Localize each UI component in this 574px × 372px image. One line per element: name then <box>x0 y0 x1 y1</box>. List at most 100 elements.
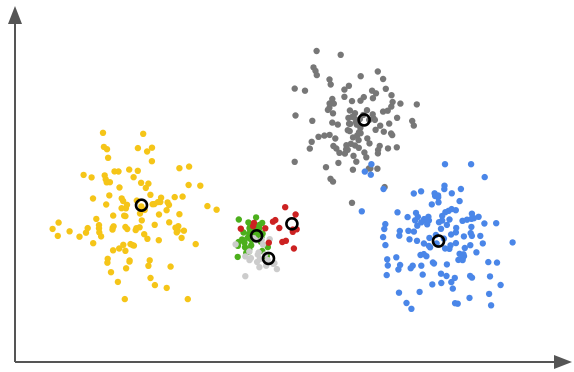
point-dark-gray <box>349 113 356 121</box>
point-dark-gray <box>379 75 387 83</box>
point-yellow <box>143 148 151 155</box>
point-dark-gray <box>364 135 371 142</box>
point-dark-gray <box>348 97 356 105</box>
point-light-gray <box>232 241 239 248</box>
point-yellow <box>100 143 108 151</box>
point-blue <box>487 302 495 309</box>
point-dark-gray <box>384 107 391 114</box>
point-yellow <box>123 201 131 208</box>
point-blue <box>467 161 475 168</box>
point-blue <box>481 173 488 181</box>
point-yellow <box>146 257 153 264</box>
x-axis-arrow-icon <box>554 355 572 369</box>
point-blue <box>438 279 445 287</box>
point-yellow <box>148 158 156 165</box>
point-yellow <box>155 211 163 218</box>
point-blue <box>426 234 433 242</box>
point-blue <box>396 227 403 235</box>
point-dark-gray <box>387 130 395 137</box>
point-blue <box>396 261 404 269</box>
point-blue <box>379 233 387 241</box>
point-blue <box>384 256 391 263</box>
point-light-gray <box>246 248 253 255</box>
point-yellow <box>101 172 108 179</box>
point-yellow <box>155 237 162 244</box>
point-blue <box>382 220 389 228</box>
point-blue <box>459 255 466 262</box>
point-blue <box>452 239 460 247</box>
point-yellow <box>103 201 110 208</box>
point-dark-gray <box>374 68 381 75</box>
point-dark-gray <box>326 131 333 139</box>
point-dark-gray <box>355 144 362 151</box>
point-blue <box>410 190 417 197</box>
point-blue <box>457 185 465 193</box>
point-dark-gray <box>306 145 313 152</box>
point-yellow <box>103 179 110 186</box>
point-yellow <box>104 154 112 161</box>
point-yellow <box>157 194 165 201</box>
point-dark-gray <box>349 134 357 141</box>
point-yellow <box>163 284 170 292</box>
point-green <box>245 219 252 226</box>
point-blue <box>473 249 480 256</box>
point-yellow <box>197 182 204 189</box>
point-yellow <box>204 202 211 210</box>
point-dark-gray <box>336 149 343 156</box>
point-blue <box>454 300 461 307</box>
point-dark-gray <box>409 117 416 125</box>
point-blue <box>383 271 390 279</box>
point-blue <box>451 274 458 282</box>
point-yellow <box>95 225 103 232</box>
point-blue <box>485 290 493 298</box>
point-light-gray <box>242 253 249 260</box>
point-blue <box>447 231 455 238</box>
point-dark-gray <box>368 87 376 94</box>
point-dark-gray <box>345 120 353 127</box>
point-yellow <box>147 274 154 282</box>
point-dark-gray <box>372 126 379 133</box>
point-blue <box>441 161 449 168</box>
point-dark-gray <box>363 107 371 114</box>
point-yellow <box>118 195 125 202</box>
point-dark-gray <box>327 175 334 182</box>
point-blue <box>435 199 442 206</box>
point-yellow <box>126 258 133 265</box>
centroids-layer <box>134 113 446 266</box>
point-yellow <box>178 234 185 242</box>
point-yellow <box>185 163 193 170</box>
point-dark-gray <box>369 95 377 102</box>
point-blue <box>420 240 428 247</box>
point-yellow <box>90 240 97 247</box>
point-light-gray <box>256 264 263 271</box>
point-dark-gray <box>337 51 344 58</box>
point-yellow <box>110 223 117 230</box>
point-yellow <box>106 192 113 199</box>
point-dark-gray <box>350 152 357 159</box>
point-yellow <box>93 215 100 223</box>
point-blue <box>381 225 388 233</box>
point-yellow <box>163 207 170 214</box>
point-dark-gray <box>363 154 370 161</box>
point-yellow <box>140 130 147 137</box>
point-yellow <box>144 235 151 242</box>
point-blue <box>448 190 455 197</box>
point-blue <box>384 262 391 269</box>
point-green <box>252 214 260 221</box>
point-dark-gray <box>291 85 298 92</box>
point-yellow <box>89 195 97 202</box>
point-yellow <box>122 265 130 272</box>
point-dark-gray <box>382 85 389 93</box>
point-yellow <box>179 193 186 200</box>
point-dark-gray <box>322 164 330 171</box>
point-dark-gray <box>341 93 348 101</box>
point-red <box>249 222 257 230</box>
point-light-gray <box>256 255 264 263</box>
point-blue <box>404 213 411 221</box>
point-yellow <box>84 224 91 232</box>
point-dark-gray <box>329 119 336 126</box>
point-blue <box>468 215 475 222</box>
point-blue <box>432 192 439 199</box>
point-blue <box>449 285 456 292</box>
point-dark-gray <box>335 159 342 167</box>
